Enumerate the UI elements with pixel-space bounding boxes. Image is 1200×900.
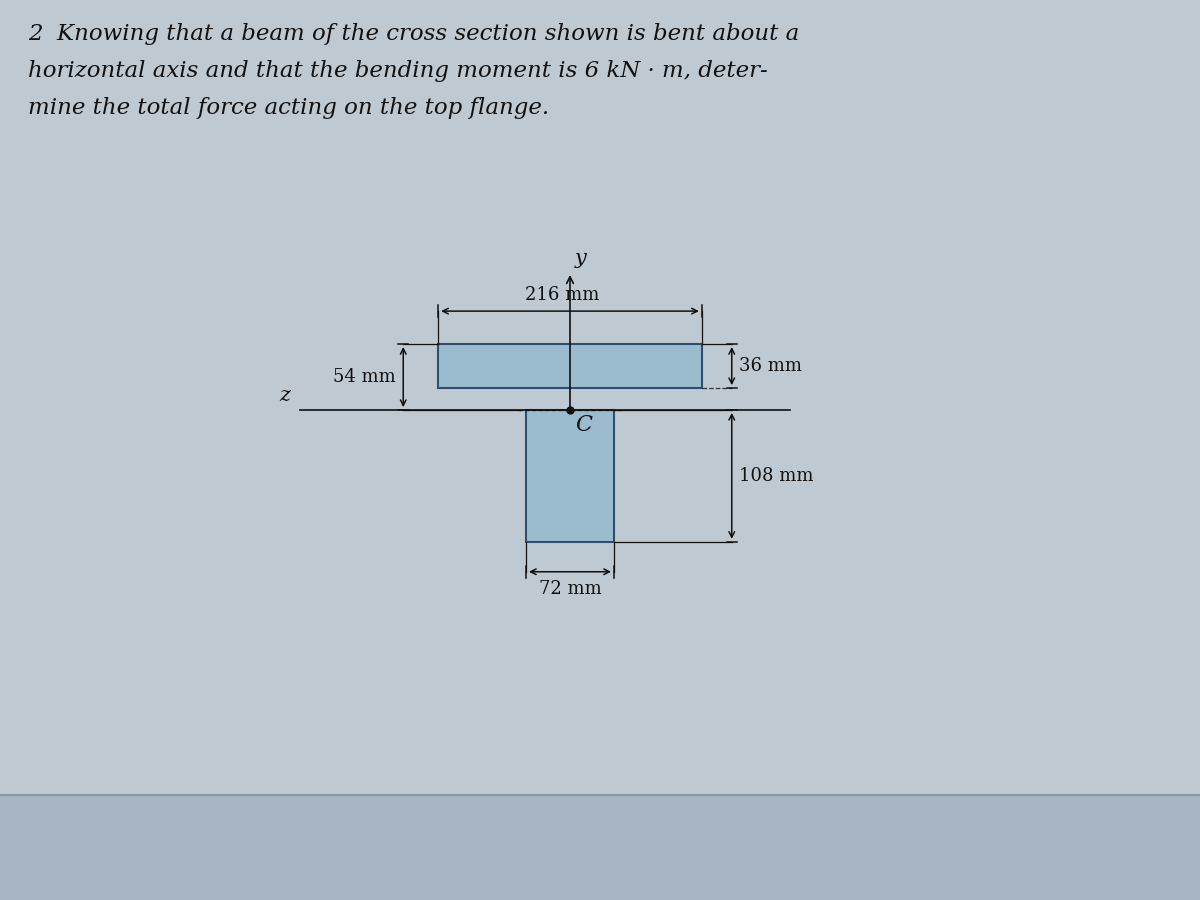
Bar: [526, 410, 614, 542]
Text: y: y: [575, 249, 587, 268]
Text: 72 mm: 72 mm: [539, 580, 601, 598]
Text: 54 mm: 54 mm: [334, 368, 396, 386]
Text: 36 mm: 36 mm: [739, 357, 802, 375]
Text: C: C: [575, 414, 592, 436]
Text: 2  Knowing that a beam of the cross section shown is bent about a: 2 Knowing that a beam of the cross secti…: [28, 23, 799, 45]
Bar: [438, 344, 702, 388]
Text: 216 mm: 216 mm: [524, 286, 599, 304]
Text: 108 mm: 108 mm: [739, 467, 814, 485]
Text: z: z: [278, 386, 290, 405]
Bar: [0, 795, 1200, 900]
Text: mine the total force acting on the top flange.: mine the total force acting on the top f…: [28, 97, 550, 119]
Text: horizontal axis and that the bending moment is 6 kN · m, deter-: horizontal axis and that the bending mom…: [28, 60, 768, 82]
